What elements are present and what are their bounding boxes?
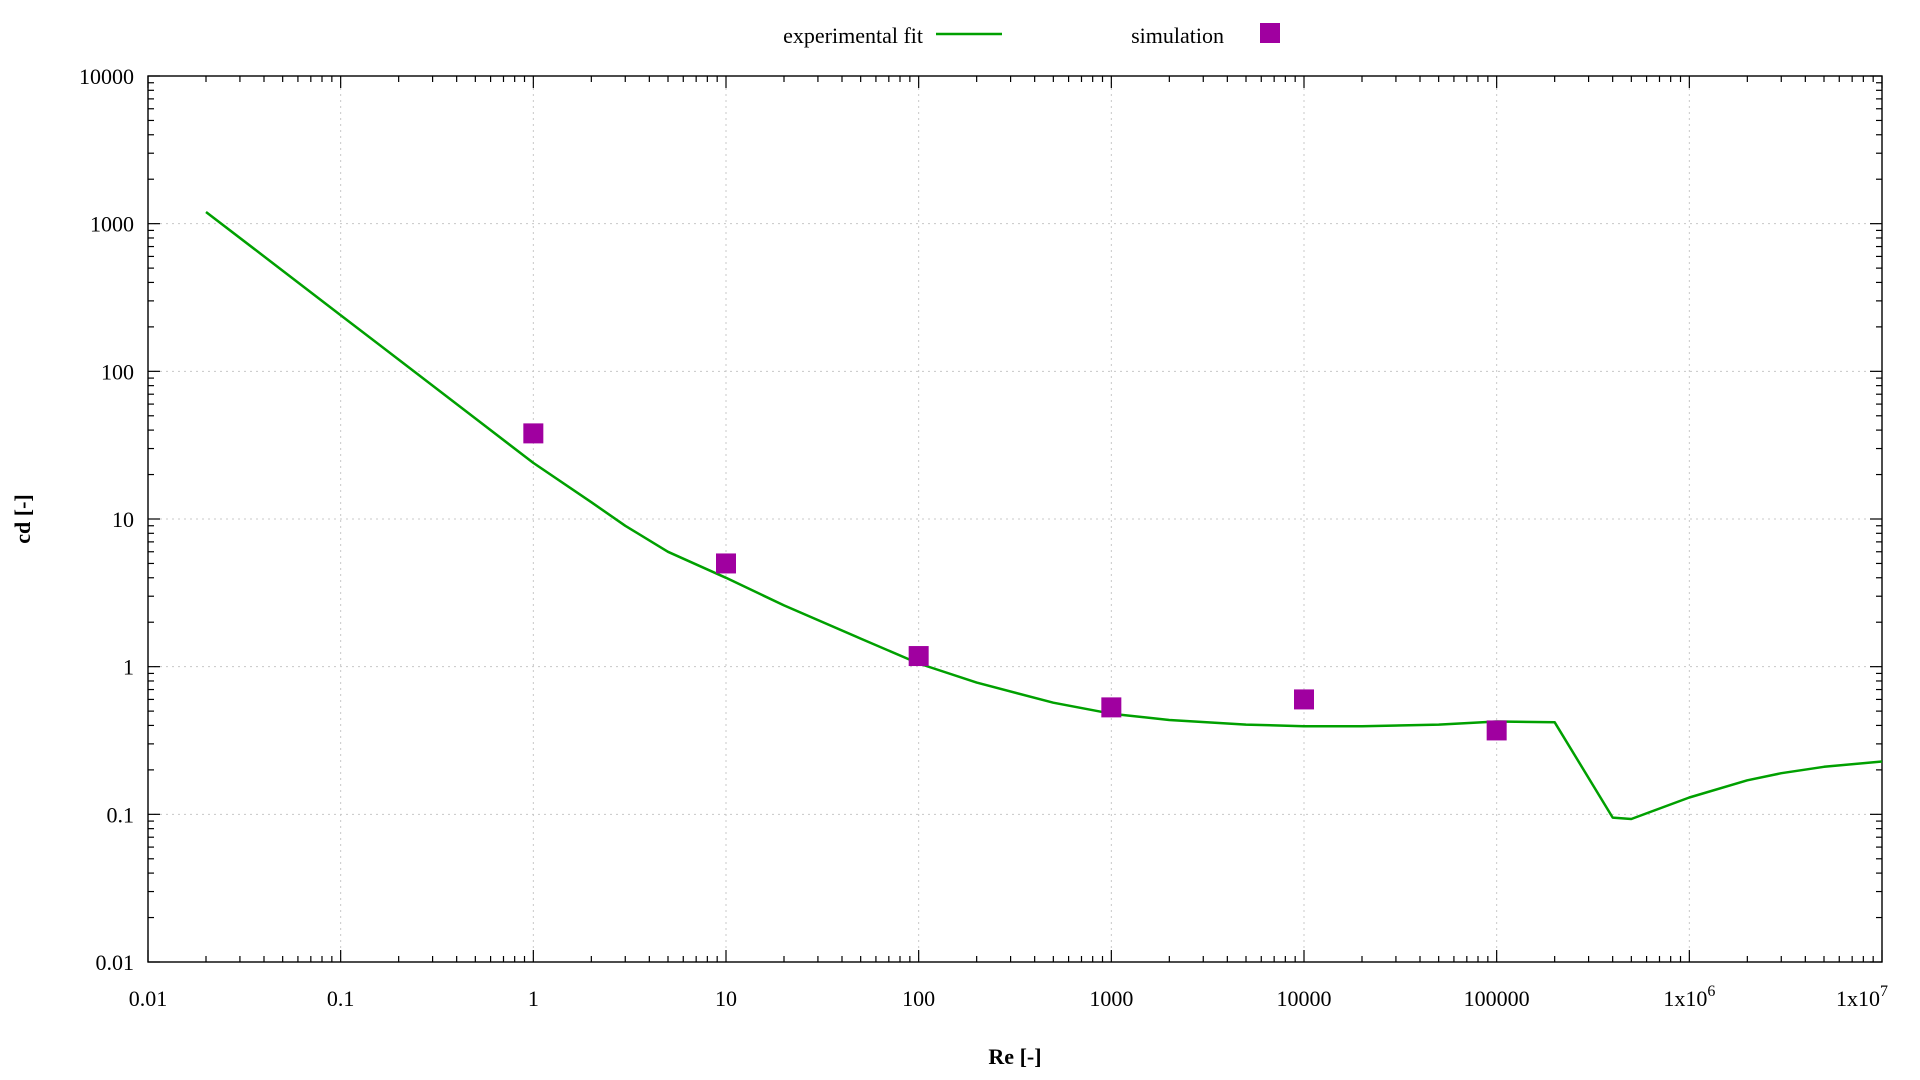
grid-lines <box>148 76 1882 962</box>
x-tick-label: 0.1 <box>327 986 355 1011</box>
legend: experimental fit simulation <box>783 23 1280 48</box>
series-layer <box>205 211 1883 821</box>
x-tick-label: 10 <box>715 986 737 1011</box>
simulation-point <box>716 553 736 574</box>
plot-frame <box>147 75 1883 963</box>
x-tick-labels: 0.01 0.1 1 10 100 1000 10000 100000 1x106 1x107 <box>129 983 1888 1011</box>
legend-label-experimental-fit: experimental fit <box>783 23 923 48</box>
x-tick-label: 0.01 <box>129 986 168 1011</box>
experimental-fit-line <box>205 211 1883 821</box>
x-tick-label: 1x107 <box>1836 983 1888 1011</box>
legend-label-simulation: simulation <box>1131 23 1224 48</box>
x-tick-label: 100 <box>902 986 935 1011</box>
y-tick-label: 0.01 <box>96 950 135 975</box>
x-tick-label: 1x106 <box>1663 983 1715 1011</box>
x-tick-exponent: 6 <box>1707 983 1715 1000</box>
y-axis-title: cd [-] <box>10 494 35 543</box>
simulation-point <box>1294 689 1314 710</box>
x-tick-label: 10000 <box>1277 986 1332 1011</box>
x-tick-label: 100000 <box>1464 986 1530 1011</box>
y-tick-label: 10000 <box>79 64 134 89</box>
simulation-point <box>908 646 929 667</box>
minor-ticks <box>148 76 1882 962</box>
legend-marker-swatch <box>1260 23 1280 43</box>
legend-entry-simulation: simulation <box>1131 23 1280 48</box>
x-tick-label: 1 <box>528 986 539 1011</box>
y-tick-label: 0.1 <box>107 802 135 827</box>
simulation-point <box>1486 720 1507 741</box>
simulation-point <box>523 423 544 444</box>
legend-entry-experimental-fit: experimental fit <box>783 23 1002 48</box>
y-tick-label: 1000 <box>90 212 134 237</box>
x-tick-exponent: 7 <box>1880 983 1888 1000</box>
x-tick-label: 1000 <box>1089 986 1133 1011</box>
simulation-point <box>1101 697 1122 718</box>
y-tick-label: 100 <box>101 359 134 384</box>
x-axis-title: Re [-] <box>988 1044 1041 1069</box>
y-tick-label: 10 <box>112 507 134 532</box>
y-tick-labels: 0.01 0.1 1 10 100 1000 10000 <box>79 64 134 975</box>
y-tick-label: 1 <box>123 655 134 680</box>
